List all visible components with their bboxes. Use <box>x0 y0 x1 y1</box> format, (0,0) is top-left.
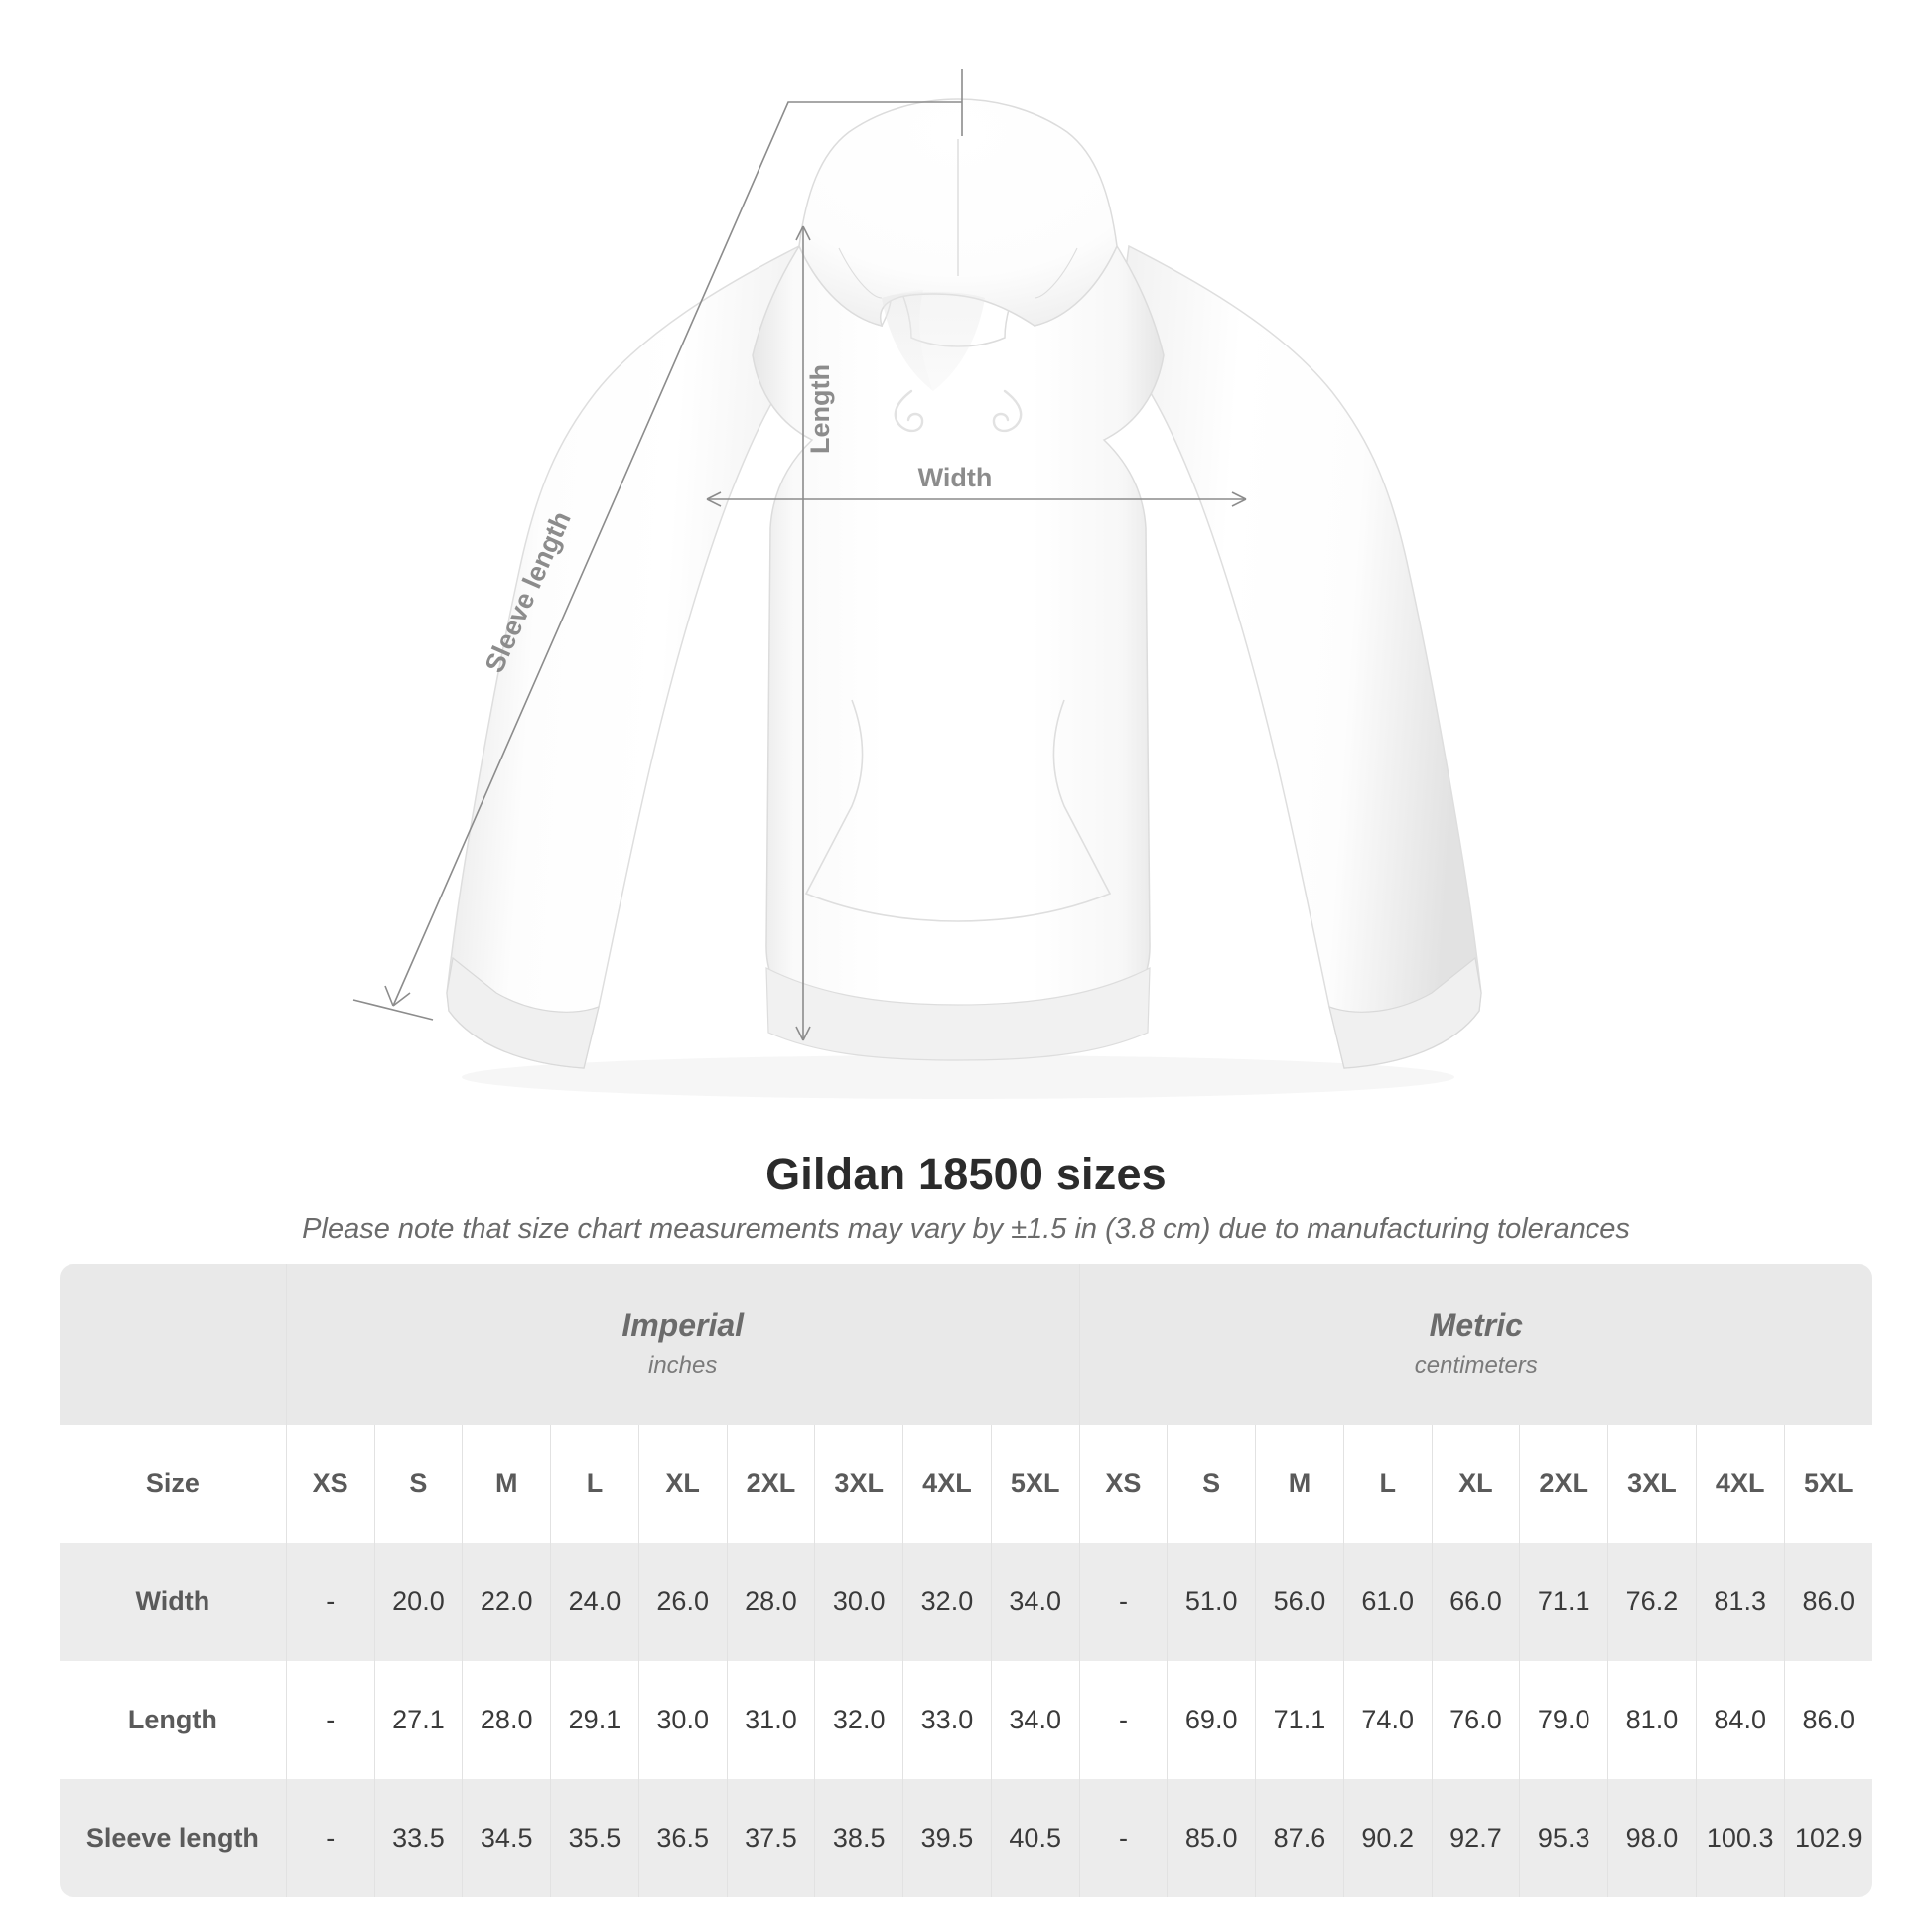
svg-text:Width: Width <box>918 463 993 492</box>
svg-text:Length: Length <box>805 364 835 454</box>
